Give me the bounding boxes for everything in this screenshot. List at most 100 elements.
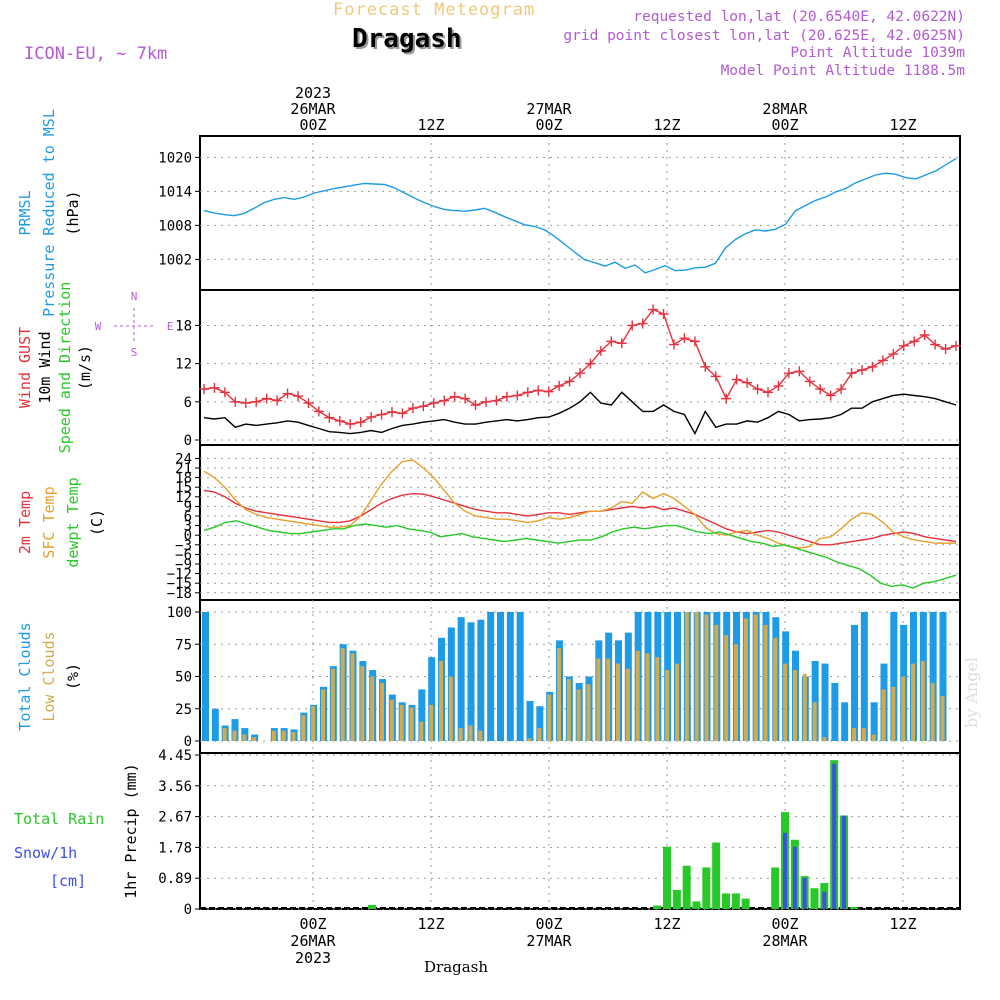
panel-label: Total Rain xyxy=(14,810,104,828)
low-clouds-bar xyxy=(753,614,758,741)
total-clouds-bar xyxy=(487,612,495,741)
low-clouds-bar xyxy=(557,648,561,741)
snow-bar xyxy=(822,891,827,909)
time-tick-label-top: 26MAR xyxy=(290,100,336,118)
low-clouds-bar xyxy=(537,728,542,741)
wind-gust-marker xyxy=(282,388,293,399)
wind-gust-marker xyxy=(919,330,930,340)
time-tick-label-top: 27MAR xyxy=(526,100,572,118)
rain-bar xyxy=(731,893,740,909)
grid-point-coords: grid point closest lon,lat (20.625E, 42.… xyxy=(563,28,965,44)
wind-gust-marker xyxy=(397,408,408,419)
low-clouds-bar xyxy=(911,663,915,741)
low-clouds-bar xyxy=(822,737,827,741)
wind-gust-marker xyxy=(648,304,659,315)
panel-label: dewpt Temp xyxy=(64,477,82,567)
wind-ytick-label: 6 xyxy=(184,395,192,411)
total-clouds-bar xyxy=(516,612,524,741)
low-clouds-bar xyxy=(321,689,325,741)
wind-gust-marker xyxy=(491,395,502,406)
total-clouds-bar xyxy=(851,624,858,741)
wind-gust-marker xyxy=(669,339,679,350)
wind-gust-marker xyxy=(585,358,596,369)
pressure-ytick-label: 1002 xyxy=(158,252,192,268)
temperature-ytick-label: 21 xyxy=(175,461,192,477)
low-clouds-bar xyxy=(419,721,424,741)
time-tick-label-bottom: 12Z xyxy=(889,915,916,933)
wind-gust-marker xyxy=(940,344,951,354)
low-clouds-bar xyxy=(547,694,552,741)
panel-label: (%) xyxy=(64,663,82,690)
temperature-ytick-label: 24 xyxy=(175,451,192,467)
low-clouds-bar xyxy=(802,673,807,741)
wind-gust-marker xyxy=(825,390,836,401)
low-clouds-bar xyxy=(940,695,945,741)
temperature-ytick-label: 6 xyxy=(184,509,192,525)
wind-gust-marker xyxy=(303,398,314,409)
2m-temp-line xyxy=(203,489,957,546)
panel-label: SFC Temp xyxy=(40,486,58,558)
total-clouds-bar xyxy=(467,622,475,741)
total-clouds-bar xyxy=(870,702,878,741)
dewpt-temp-line xyxy=(203,520,957,589)
wind-gust-marker xyxy=(783,368,794,379)
wind-gust-marker xyxy=(334,415,345,426)
low-clouds-bar xyxy=(714,624,719,741)
low-clouds-bar xyxy=(675,663,679,741)
low-clouds-bar xyxy=(901,676,906,741)
rain-bar xyxy=(702,867,711,909)
low-clouds-bar xyxy=(684,612,689,741)
total-clouds-bar xyxy=(929,612,937,741)
pressure-ytick-label: 1014 xyxy=(158,184,192,200)
wind-gust-marker xyxy=(575,368,585,379)
clouds-ytick-label: 50 xyxy=(175,670,192,686)
low-clouds-bar xyxy=(399,704,404,741)
compass-north: N xyxy=(131,290,138,303)
pressure-panel-frame xyxy=(199,135,961,291)
low-clouds-bar xyxy=(596,658,601,741)
low-clouds-bar xyxy=(301,715,306,741)
total-clouds-bar xyxy=(536,706,544,741)
temperature-ytick-label: 15 xyxy=(175,480,192,496)
precip-ytick-label: 0 xyxy=(184,902,192,918)
low-clouds-bar xyxy=(930,682,935,741)
time-tick-label-bottom: 12Z xyxy=(653,915,680,933)
temperature-ytick-label: 9 xyxy=(184,499,192,515)
low-clouds-bar xyxy=(606,658,611,741)
total-clouds-bar xyxy=(939,612,947,741)
rain-bar xyxy=(672,889,681,909)
time-tick-label-top: 00Z xyxy=(535,116,562,134)
time-tick-label-bottom: 00Z xyxy=(771,915,798,933)
wind-ytick-label: 0 xyxy=(184,433,192,449)
wind-gust-marker xyxy=(721,393,732,404)
wind-gust-marker xyxy=(418,401,429,412)
low-clouds-bar xyxy=(704,614,709,741)
precip-ytick-label: 4.45 xyxy=(158,748,192,764)
wind-gust-marker xyxy=(272,395,283,406)
low-clouds-bar xyxy=(793,670,797,741)
time-tick-label-bottom: 2023 xyxy=(295,949,331,967)
rain-bar xyxy=(682,865,691,909)
wind-gust-line xyxy=(203,308,957,425)
wind-gust-marker xyxy=(522,387,533,398)
wind-gust-marker xyxy=(554,380,565,391)
wind-gust-marker xyxy=(564,376,575,387)
low-clouds-bar xyxy=(350,653,355,741)
low-clouds-bar xyxy=(655,657,660,741)
panel-label: Speed and Direction xyxy=(56,282,74,454)
precip-ytick-label: 1.78 xyxy=(158,840,192,856)
time-tick-label-top: 12Z xyxy=(653,116,680,134)
panel-label: Snow/1h xyxy=(14,844,77,862)
time-tick-label-top: 00Z xyxy=(771,116,798,134)
low-clouds-bar xyxy=(763,624,768,741)
wind-gust-marker xyxy=(846,368,857,379)
wind-gust-marker xyxy=(877,355,888,366)
total-clouds-bar xyxy=(841,702,849,741)
wind-gust-marker xyxy=(815,384,826,395)
low-clouds-bar xyxy=(242,734,247,741)
low-clouds-bar xyxy=(222,728,227,741)
wind-gust-marker xyxy=(460,393,471,404)
compass-east: E xyxy=(167,320,174,333)
rain-bar xyxy=(810,888,819,909)
wind-gust-marker xyxy=(888,349,899,360)
